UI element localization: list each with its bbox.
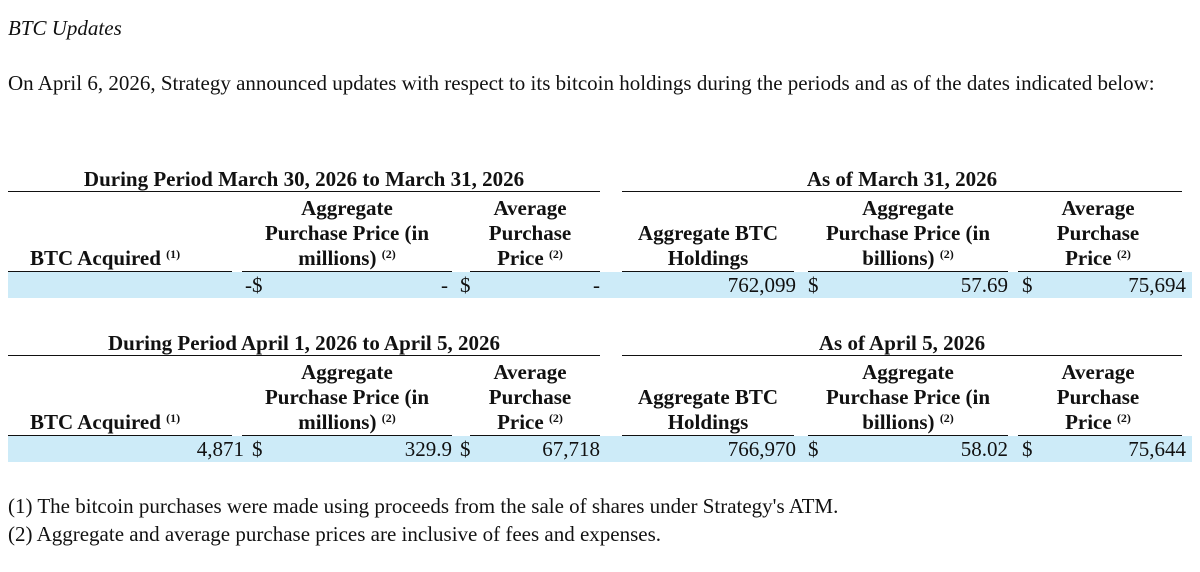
section-title: BTC Updates [8, 16, 122, 40]
divider [470, 271, 600, 272]
cell-avg-price: - [593, 273, 600, 297]
divider [8, 271, 232, 272]
table-row [8, 272, 1192, 298]
header-btc-acquired: BTC Acquired (1) [30, 410, 181, 436]
currency-sign: $ [1022, 273, 1033, 297]
cell-agg-price-billions: 57.69 [960, 273, 1008, 297]
divider [622, 435, 794, 436]
divider [470, 435, 600, 436]
header-agg-price-billions: Aggregate Purchase Price (in billions) (… [825, 360, 991, 434]
currency-sign: $ [252, 437, 263, 461]
header-avg-price: Average Purchase Price (2) [488, 360, 572, 434]
asof-heading: As of April 5, 2026 [818, 331, 986, 355]
divider [8, 435, 232, 436]
cell-btc-acquired: 4,871 [196, 437, 244, 461]
header-agg-price-millions: Aggregate Purchase Price (in millions) (… [264, 196, 430, 270]
footnote-1: (1) The bitcoin purchases were made usin… [8, 494, 839, 518]
header-agg-price-millions: Aggregate Purchase Price (in millions) (… [264, 360, 430, 434]
divider [1018, 435, 1182, 436]
currency-sign: $ [1022, 437, 1033, 461]
period-heading: During Period April 1, 2026 to April 5, … [107, 331, 500, 355]
cell-avg-price-total: 75,644 [1128, 437, 1186, 461]
divider [622, 271, 794, 272]
currency-sign: $ [808, 437, 819, 461]
header-btc-acquired: BTC Acquired (1) [30, 246, 181, 272]
intro-paragraph: On April 6, 2026, Strategy announced upd… [8, 71, 1155, 95]
header-avg-price: Average Purchase Price (2) [488, 196, 572, 270]
currency-sign: $ [460, 273, 471, 297]
currency-sign: $ [808, 273, 819, 297]
currency-sign: $ [460, 437, 471, 461]
cell-agg-price-billions: 58.02 [960, 437, 1008, 461]
period-heading: During Period March 30, 2026 to March 31… [83, 167, 525, 191]
cell-avg-price: 67,718 [542, 437, 600, 461]
header-agg-holdings: Aggregate BTC Holdings [637, 221, 779, 270]
divider [622, 191, 1182, 192]
footnote-2: (2) Aggregate and average purchase price… [8, 522, 662, 546]
divider [808, 435, 1008, 436]
header-avg-price-total: Average Purchase Price (2) [1056, 196, 1140, 270]
cell-agg-price-millions: 329.9 [404, 437, 452, 461]
cell-agg-price-millions: - [441, 273, 448, 297]
cell-avg-price-total: 75,694 [1128, 273, 1186, 297]
asof-heading: As of March 31, 2026 [806, 167, 998, 191]
divider [8, 191, 600, 192]
header-agg-price-billions: Aggregate Purchase Price (in billions) (… [825, 196, 991, 270]
currency-sign: $ [252, 273, 263, 297]
table-row [8, 436, 1192, 462]
divider [808, 271, 1008, 272]
divider [8, 355, 600, 356]
header-agg-holdings: Aggregate BTC Holdings [637, 385, 779, 434]
cell-btc-acquired: - [245, 273, 252, 297]
cell-holdings: 762,099 [727, 273, 796, 297]
cell-holdings: 766,970 [727, 437, 796, 461]
divider [242, 435, 452, 436]
divider [242, 271, 452, 272]
header-avg-price-total: Average Purchase Price (2) [1056, 360, 1140, 434]
divider [1018, 271, 1182, 272]
divider [622, 355, 1182, 356]
